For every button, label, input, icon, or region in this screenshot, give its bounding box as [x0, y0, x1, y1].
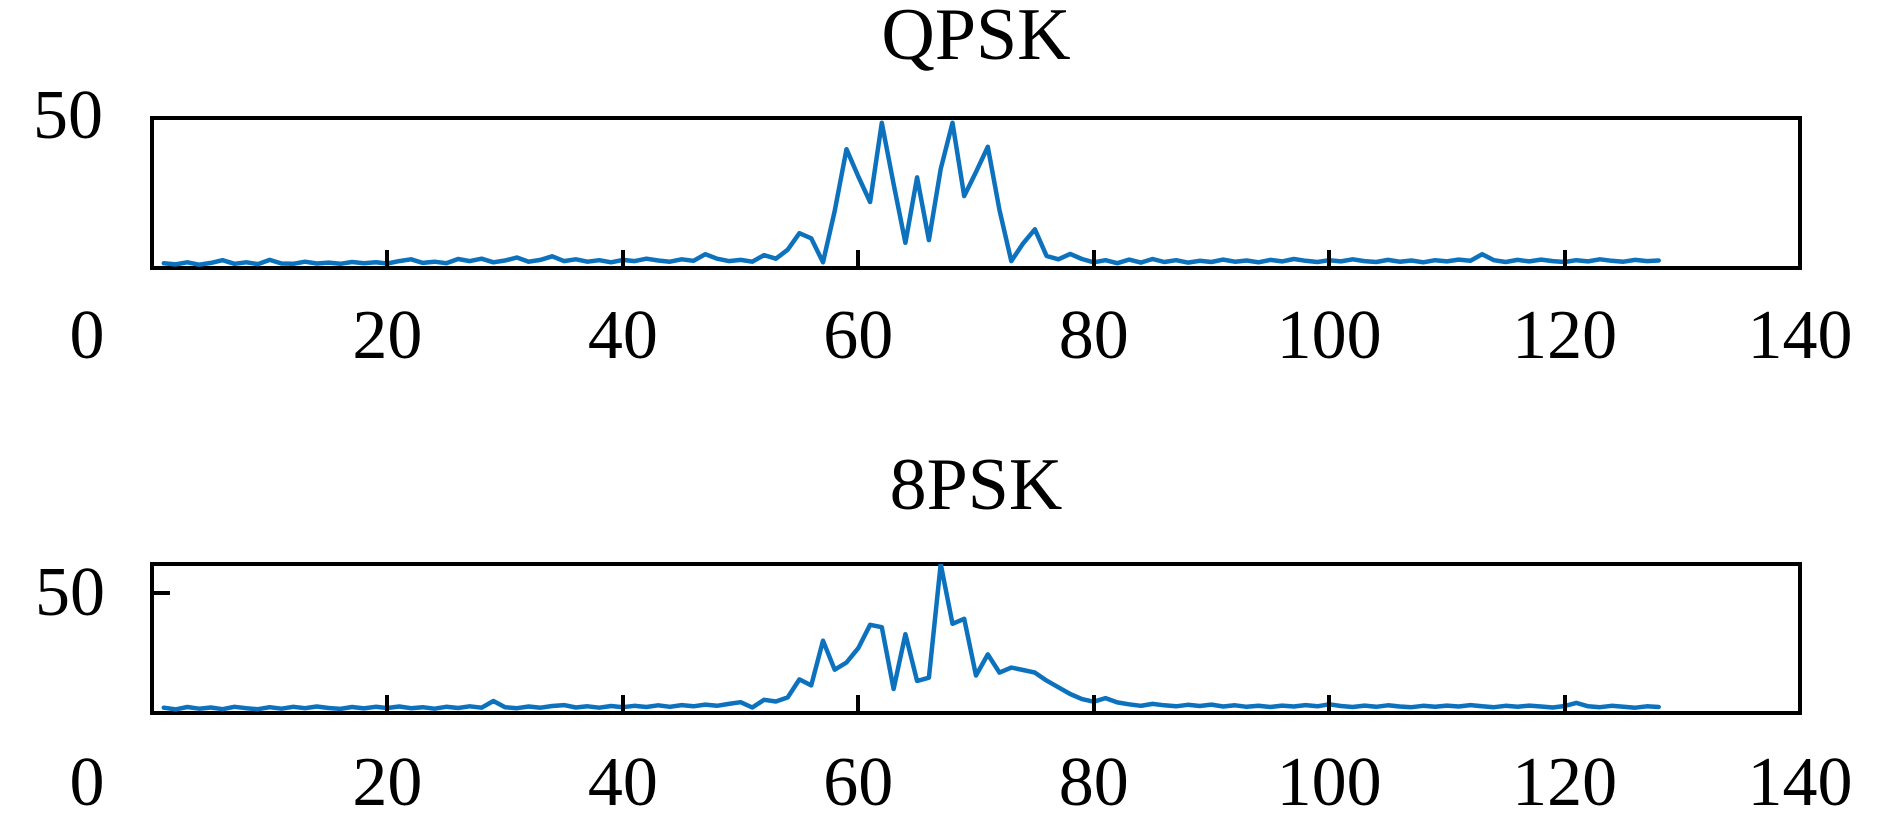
- x-axis-tick-label: 0: [69, 297, 105, 374]
- x-axis-tick-mark: [620, 695, 625, 711]
- x-axis-tick-mark: [856, 695, 861, 711]
- y-axis-tick-label-50: 50: [35, 554, 105, 631]
- plot-area-frame: [150, 562, 1802, 715]
- x-axis-tick-label: 100: [1276, 744, 1382, 821]
- x-axis-tick-label: 20: [352, 297, 423, 374]
- x-axis-tick-mark: [1327, 695, 1332, 711]
- x-axis-tick-mark: [1091, 250, 1096, 266]
- plot-area-frame: [150, 116, 1802, 270]
- x-axis-tick-label: 0: [69, 744, 105, 821]
- x-axis-tick-mark: [1091, 695, 1096, 711]
- chart-title-8psk: 8PSK: [889, 444, 1063, 526]
- spectrum-line-plot: [161, 564, 1661, 712]
- x-axis-tick-mark: [1327, 250, 1332, 266]
- series-line: [161, 120, 1661, 267]
- x-axis-tick-mark: [620, 250, 625, 266]
- x-axis-tick-mark: [385, 250, 390, 266]
- x-axis-tick-label: 140: [1747, 297, 1853, 374]
- y-axis-tick-label-50: 50: [33, 77, 103, 154]
- spectrum-line-plot: [161, 120, 1661, 267]
- x-axis-tick-label: 140: [1747, 744, 1853, 821]
- x-axis-tick-label: 80: [1058, 297, 1129, 374]
- x-axis-tick-label: 100: [1276, 297, 1382, 374]
- chart-title-qpsk: QPSK: [881, 0, 1071, 76]
- y-axis-tick-mark-50: [154, 591, 170, 595]
- x-axis-tick-mark: [1562, 695, 1567, 711]
- x-axis-tick-label: 80: [1058, 744, 1129, 821]
- x-axis-tick-label: 40: [587, 297, 658, 374]
- x-axis-tick-label: 20: [352, 744, 423, 821]
- series-line: [161, 564, 1661, 712]
- x-axis-tick-label: 60: [823, 297, 894, 374]
- x-axis-tick-label: 60: [823, 744, 894, 821]
- x-axis-tick-mark: [1562, 250, 1567, 266]
- x-axis-tick-mark: [856, 250, 861, 266]
- x-axis-tick-label: 120: [1512, 744, 1618, 821]
- x-axis-tick-label: 120: [1512, 297, 1618, 374]
- x-axis-tick-mark: [385, 695, 390, 711]
- x-axis-tick-label: 40: [587, 744, 658, 821]
